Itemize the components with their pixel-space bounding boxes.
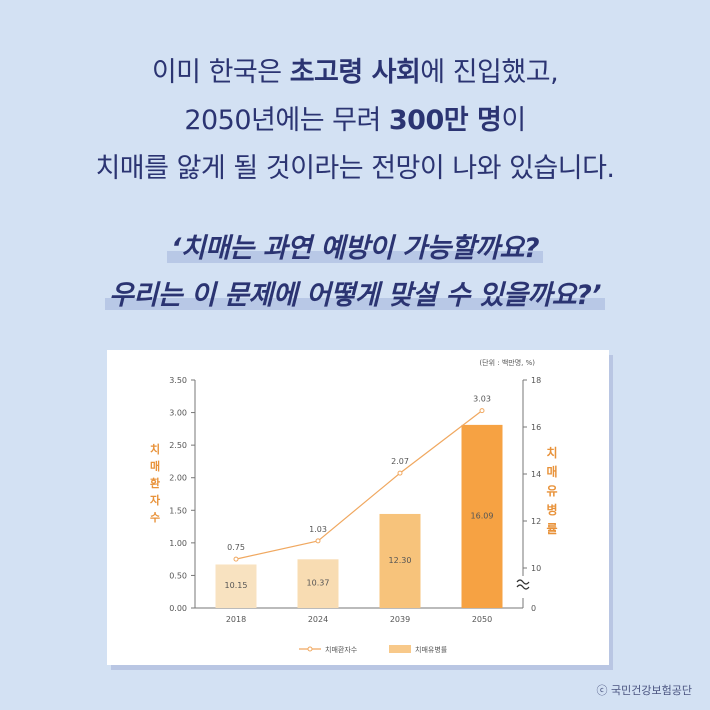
x-tick-label: 2039: [390, 615, 410, 624]
headline-line-1-pre: 이미 한국은: [152, 57, 290, 88]
left-tick-label: 3.50: [169, 376, 187, 385]
right-tick-label: 10: [531, 564, 541, 573]
right-axis-label-char: 치: [546, 445, 557, 460]
chart-card: (단위 : 백만명, %) 0.00 0.50 1.00 1.50 2.00 2.50 3.0…: [107, 350, 609, 665]
question-line-1: ‘치매는 과연 예방이 가능할까요?: [0, 226, 710, 265]
right-axis-label-char: 유: [546, 484, 557, 498]
bar-value-label: 10.37: [307, 579, 330, 588]
left-axis-label-char: 자: [150, 493, 161, 507]
right-tick-label: 16: [531, 423, 541, 432]
line-point-2039: [398, 471, 402, 475]
line-point-2024: [316, 539, 320, 543]
line-series-path: [236, 411, 482, 560]
headline-line-1: 이미 한국은 초고령 사회에 진입했고,: [0, 50, 710, 89]
left-tick-label: 1.00: [169, 539, 187, 548]
line-value-label: 1.03: [309, 525, 327, 534]
right-axis-label-char: 률: [546, 522, 557, 536]
legend-line-marker: [308, 647, 312, 651]
headline-line-1-bold: 초고령 사회: [290, 57, 421, 88]
credit: ⓒ 국민건강보험공단: [597, 682, 692, 698]
unit-note: (단위 : 백만명, %): [479, 358, 535, 367]
line-point-2050: [480, 409, 484, 413]
line-value-label: 2.07: [391, 457, 409, 466]
bar-value-label: 12.30: [389, 556, 412, 565]
line-value-label: 0.75: [227, 543, 245, 552]
left-tick-label: 0.00: [169, 604, 187, 613]
dementia-chart: (단위 : 백만명, %) 0.00 0.50 1.00 1.50 2.00 2.50 3.0…: [107, 350, 609, 665]
left-tick-label: 0.50: [169, 571, 187, 580]
right-tick-label: 18: [531, 376, 541, 385]
headline-line-2-pre: 2050년에는 무려: [184, 105, 389, 136]
x-tick-label: 2024: [308, 615, 328, 624]
headline-line-1-post: 에 진입했고,: [420, 57, 558, 88]
line-value-label: 3.03: [473, 395, 491, 404]
left-axis-label-char: 환: [150, 476, 160, 490]
headline-line-2: 2050년에는 무려 300만 명이: [0, 98, 710, 137]
left-tick-label: 1.50: [169, 506, 187, 515]
headline-line-2-post: 이: [501, 105, 525, 136]
headline-line-3: 치매를 앓게 될 것이라는 전망이 나와 있습니다.: [0, 146, 710, 185]
question-line-2: 우리는 이 문제에 어떻게 맞설 수 있을까요?’: [0, 273, 710, 312]
line-point-2018: [234, 557, 238, 561]
left-tick-label: 3.00: [169, 409, 187, 418]
left-tick-label: 2.50: [169, 441, 187, 450]
legend-line-label: 치매환자수: [325, 645, 358, 654]
legend-bar-swatch: [389, 645, 411, 653]
left-tick-label: 2.00: [169, 474, 187, 483]
left-axis-label-char: 치: [150, 442, 160, 456]
left-axis-label-char: 수: [150, 511, 160, 524]
headline-line-2-bold: 300만 명: [389, 105, 501, 136]
x-tick-label: 2018: [226, 615, 246, 624]
right-tick-label: 12: [531, 517, 541, 526]
question-line-1-text: ‘치매는 과연 예방이 가능할까요?: [171, 233, 539, 264]
right-tick-label: 0: [531, 604, 536, 613]
right-axis-label-char: 병: [546, 502, 557, 517]
axis-break-mark: [517, 580, 529, 589]
left-axis-label-char: 매: [150, 459, 160, 473]
right-axis-label-char: 매: [546, 464, 557, 479]
x-tick-label: 2050: [472, 615, 492, 624]
right-tick-label: 14: [531, 470, 541, 479]
bar-value-label: 10.15: [225, 581, 248, 590]
legend-bar-label: 치매유병률: [415, 645, 448, 654]
question-line-2-text: 우리는 이 문제에 어떻게 맞설 수 있을까요?’: [109, 280, 601, 311]
bar-value-label: 16.09: [471, 511, 494, 520]
